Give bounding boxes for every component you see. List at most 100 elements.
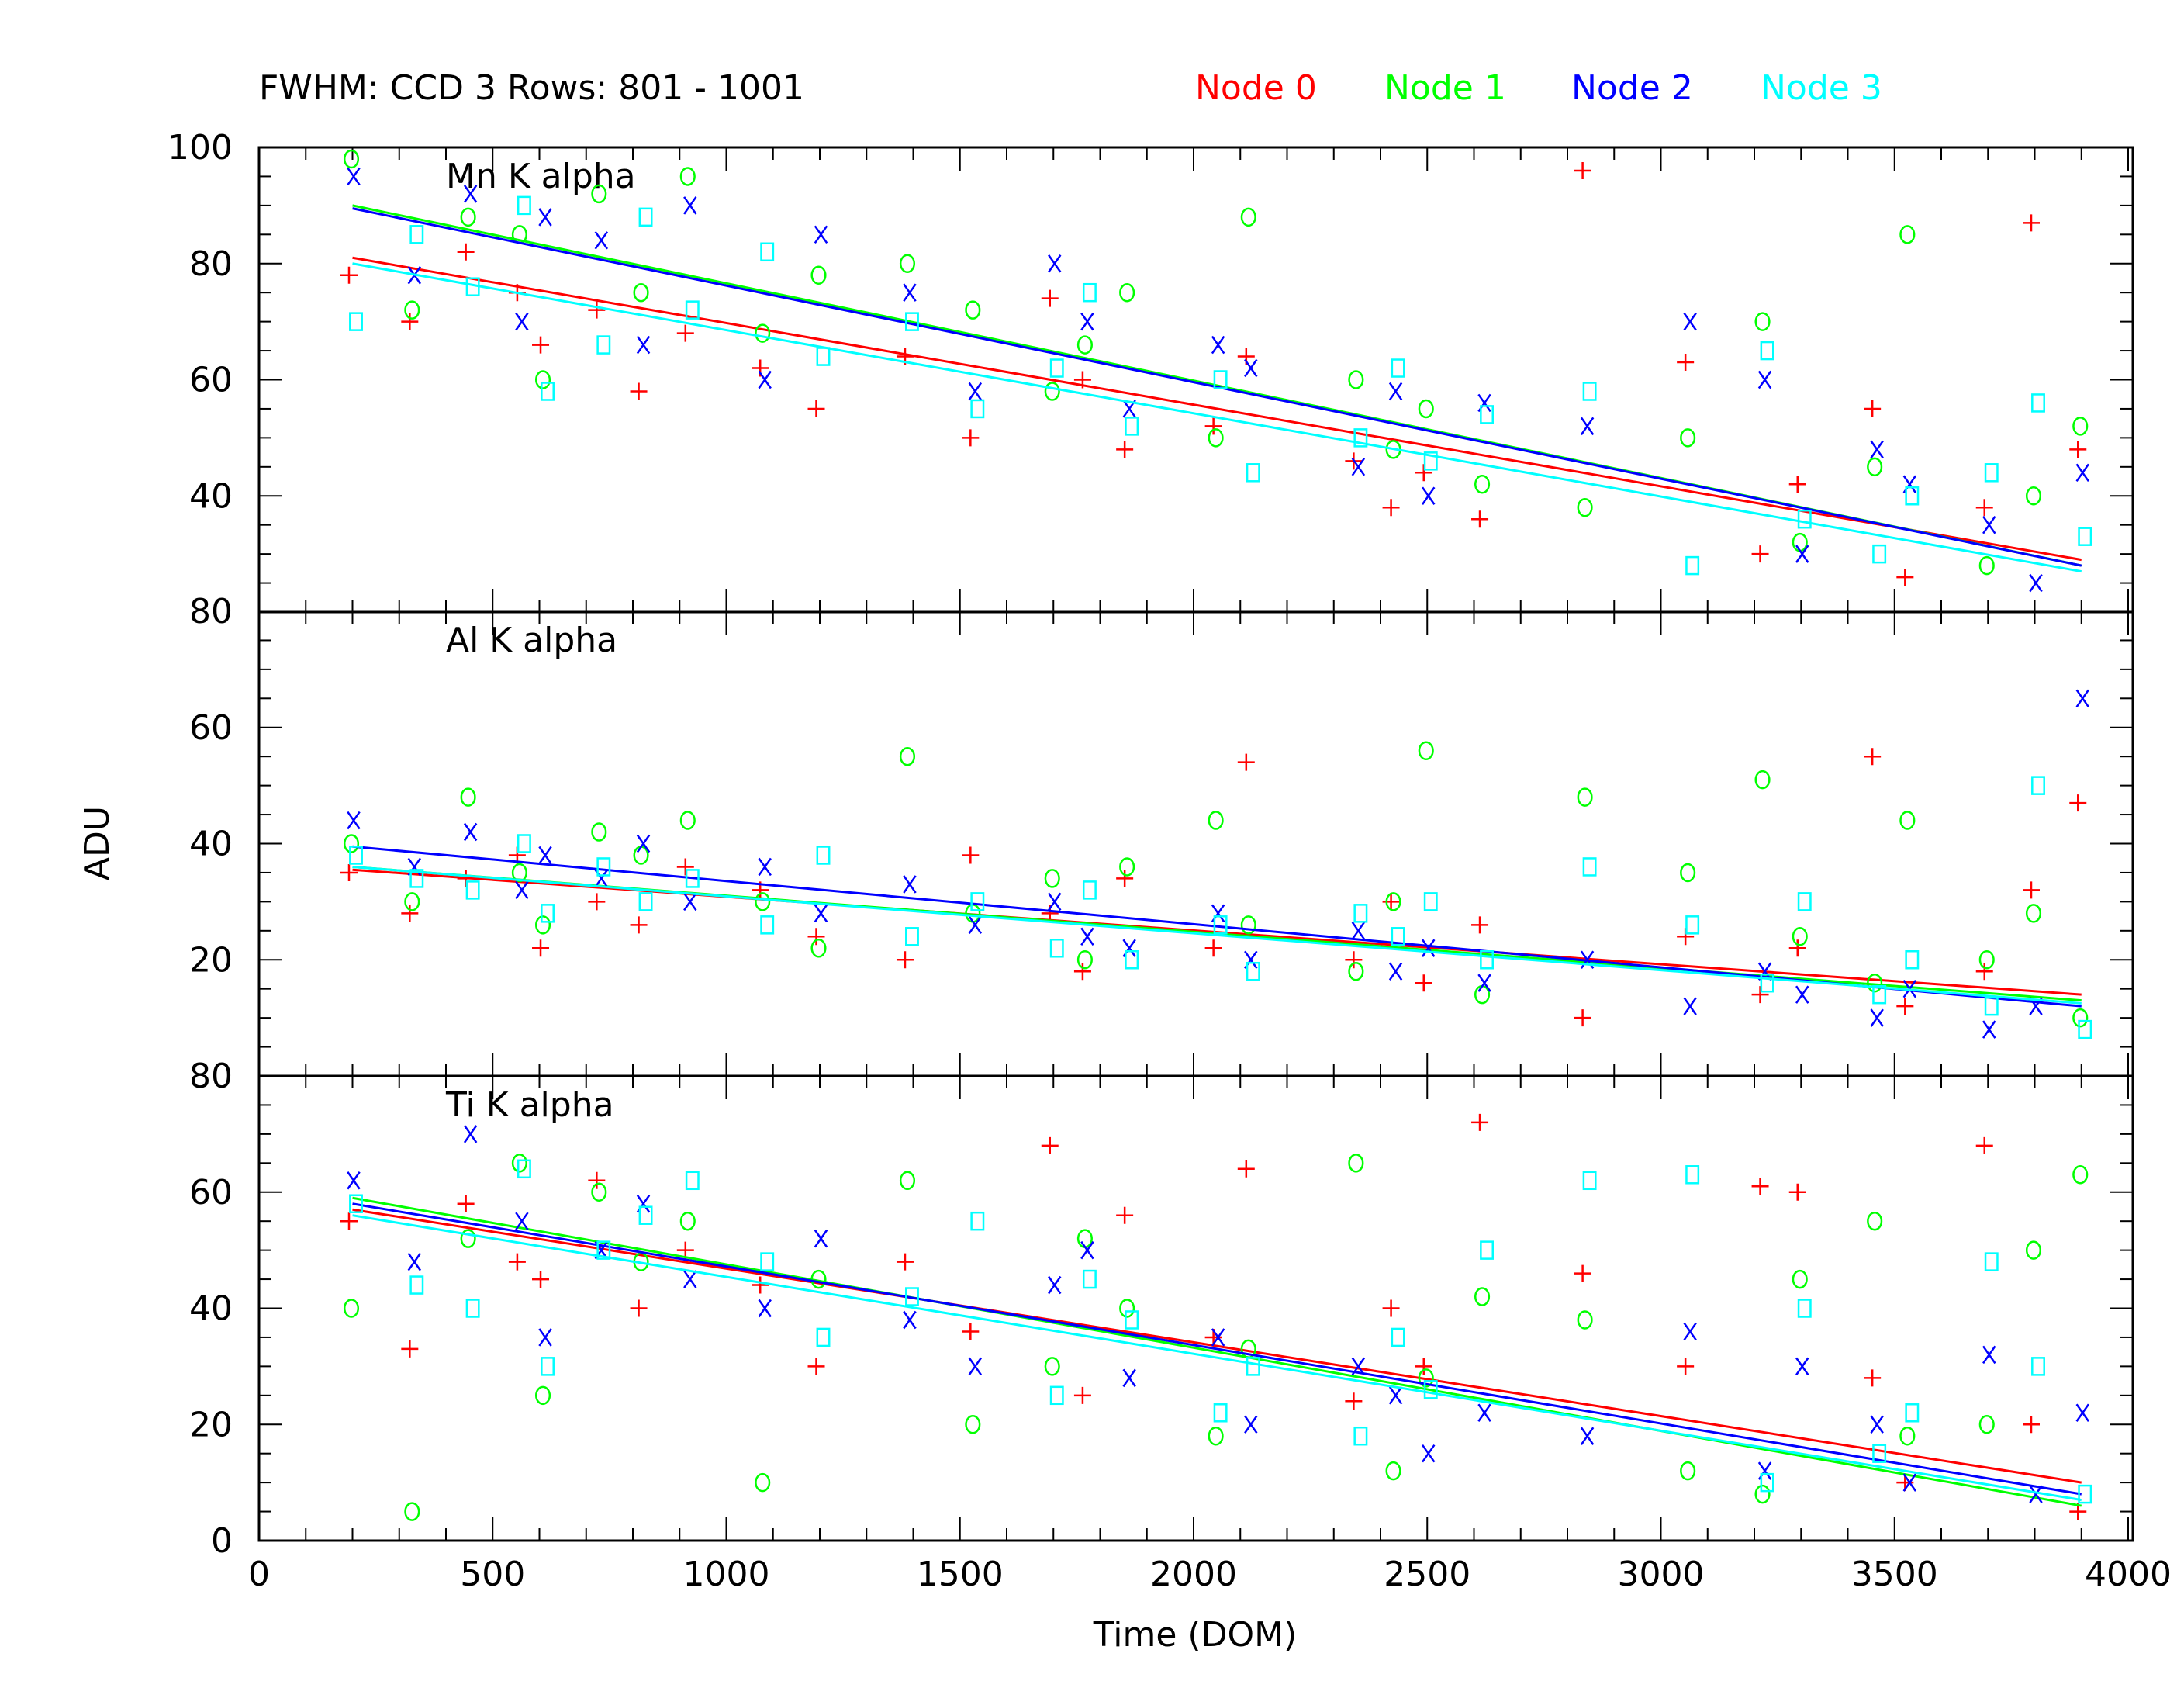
data-point-plus xyxy=(807,1358,825,1375)
data-point-plus xyxy=(1864,1369,1882,1387)
data-point-circle xyxy=(591,1182,607,1202)
data-point-square xyxy=(1125,950,1139,970)
y-tick-label: 40 xyxy=(189,476,233,516)
y-tick-label: 100 xyxy=(168,128,233,168)
data-point-cross xyxy=(1870,440,1884,459)
data-point-plus xyxy=(1116,870,1134,887)
data-point-cross xyxy=(594,231,609,250)
data-point-plus xyxy=(401,905,419,922)
data-point-plus xyxy=(962,846,980,864)
data-point-plus xyxy=(1677,354,1695,372)
data-point-square xyxy=(816,347,831,366)
data-point-cross xyxy=(1211,1328,1225,1347)
panel-frame xyxy=(257,1074,2134,1542)
data-point-plus xyxy=(1073,1386,1091,1404)
panel-label: Ti K alpha xyxy=(445,1085,614,1125)
data-point-circle xyxy=(1119,857,1135,877)
data-point-square xyxy=(1760,341,1774,361)
data-point-square xyxy=(905,312,919,331)
data-point-square xyxy=(1582,857,1597,877)
data-point-circle xyxy=(460,787,476,807)
data-point-square xyxy=(1125,1310,1139,1330)
data-point-square xyxy=(465,880,480,900)
data-point-circle xyxy=(633,846,649,865)
data-point-cross xyxy=(1580,417,1595,436)
data-point-cross xyxy=(1080,927,1094,946)
series-node-3 xyxy=(349,776,2092,1039)
data-point-cross xyxy=(1388,962,1403,981)
data-point-circle xyxy=(1978,555,1995,576)
fit-line xyxy=(352,262,2082,573)
data-point-cross xyxy=(1048,892,1062,911)
data-point-circle xyxy=(343,1299,360,1318)
data-point-square xyxy=(1797,892,1812,911)
data-point-plus xyxy=(2069,441,2087,458)
x-tick-label: 4000 xyxy=(2085,1555,2172,1594)
data-point-circle xyxy=(1754,1484,1771,1504)
data-point-plus xyxy=(1975,499,1993,517)
data-point-square xyxy=(410,225,424,244)
data-point-plus xyxy=(1073,963,1091,981)
data-point-cross xyxy=(1244,1415,1258,1434)
data-point-plus xyxy=(340,1212,358,1230)
data-point-cross xyxy=(2075,1403,2089,1422)
data-point-circle xyxy=(1240,915,1256,935)
data-point-plus xyxy=(1788,939,1806,957)
data-point-square xyxy=(1125,417,1139,436)
data-point-cross xyxy=(538,208,552,227)
data-point-circle xyxy=(1680,428,1696,448)
data-point-square xyxy=(1049,1385,1064,1406)
data-point-circle xyxy=(965,1415,981,1434)
data-point-circle xyxy=(1208,1426,1224,1446)
data-point-plus xyxy=(807,400,825,417)
data-point-circle xyxy=(1867,457,1883,477)
series-node-1 xyxy=(343,149,2089,576)
data-point-circle xyxy=(1044,869,1060,888)
data-point-circle xyxy=(965,300,981,320)
data-point-square xyxy=(1391,358,1405,378)
data-point-square xyxy=(1246,1357,1260,1376)
data-point-plus xyxy=(1345,951,1363,969)
data-point-cross xyxy=(347,811,361,830)
data-point-cross xyxy=(1683,1322,1697,1341)
data-point-square xyxy=(1582,1171,1597,1191)
data-point-plus xyxy=(1237,753,1255,771)
data-point-square xyxy=(541,382,555,401)
data-point-circle xyxy=(343,149,360,169)
data-point-square xyxy=(1872,984,1887,1005)
data-point-cross xyxy=(1422,939,1436,957)
data-point-plus xyxy=(1864,748,1882,766)
data-point-square xyxy=(1984,1252,1999,1271)
fit-line xyxy=(352,207,2082,567)
data-point-square xyxy=(1049,358,1064,378)
y-tick-label: 40 xyxy=(189,1289,233,1329)
data-point-circle xyxy=(534,915,551,935)
data-point-cross xyxy=(538,1328,552,1347)
data-point-circle xyxy=(460,207,476,227)
data-point-circle xyxy=(899,254,916,273)
data-point-square xyxy=(1760,973,1774,993)
data-point-circle xyxy=(534,370,551,389)
x-tick-label: 3500 xyxy=(1851,1555,1938,1594)
data-point-circle xyxy=(679,167,696,186)
data-point-cross xyxy=(463,822,478,842)
data-point-plus xyxy=(532,336,550,354)
data-point-square xyxy=(905,1287,919,1306)
panel-frame xyxy=(257,146,2134,614)
data-point-cross xyxy=(814,904,828,923)
data-point-plus xyxy=(896,1253,914,1271)
data-point-plus xyxy=(1382,499,1400,517)
data-point-plus xyxy=(401,1340,419,1358)
data-point-cross xyxy=(1982,515,1996,534)
data-point-plus xyxy=(1471,1113,1489,1131)
data-point-plus xyxy=(457,1195,475,1212)
data-point-circle xyxy=(404,892,420,911)
data-point-square xyxy=(1685,1165,1700,1185)
data-point-cross xyxy=(636,834,651,853)
data-point-plus xyxy=(401,313,419,330)
data-point-plus xyxy=(1864,400,1882,417)
data-point-circle xyxy=(1792,1269,1808,1289)
data-point-circle xyxy=(1348,370,1364,389)
data-point-square xyxy=(349,312,363,331)
data-point-circle xyxy=(810,939,827,958)
